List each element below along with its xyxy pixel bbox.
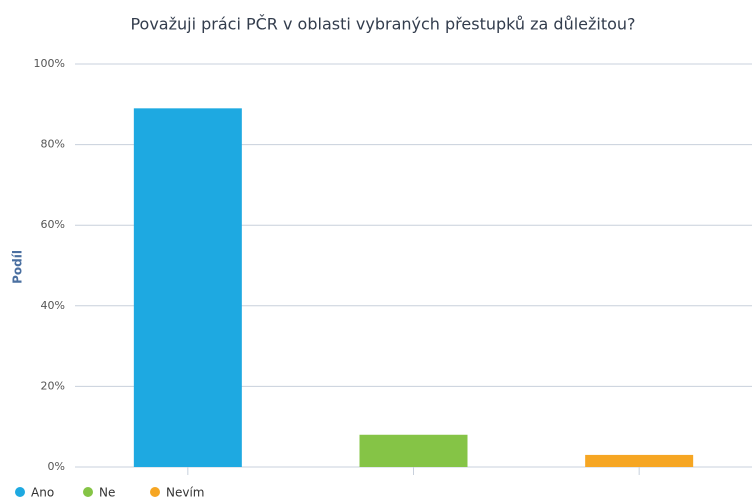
y-tick-label: 100% [34, 57, 65, 70]
y-tick-label: 40% [41, 299, 65, 312]
legend-label: Nevím [166, 486, 204, 500]
bar [359, 434, 468, 467]
y-tick-label: 60% [41, 218, 65, 231]
y-tick-label: 80% [41, 138, 65, 151]
legend-marker [83, 487, 93, 497]
bar [585, 454, 694, 467]
y-tick-label: 0% [48, 460, 65, 473]
legend-marker [15, 487, 25, 497]
bar [133, 108, 242, 467]
legend-marker [150, 487, 160, 497]
legend-label: Ne [99, 486, 115, 500]
y-tick-label: 20% [41, 379, 65, 392]
legend-label: Ano [31, 486, 54, 500]
y-axis-label: Podíl [11, 250, 25, 284]
chart-title: Považuji práci PČR v oblasti vybraných p… [130, 15, 635, 34]
